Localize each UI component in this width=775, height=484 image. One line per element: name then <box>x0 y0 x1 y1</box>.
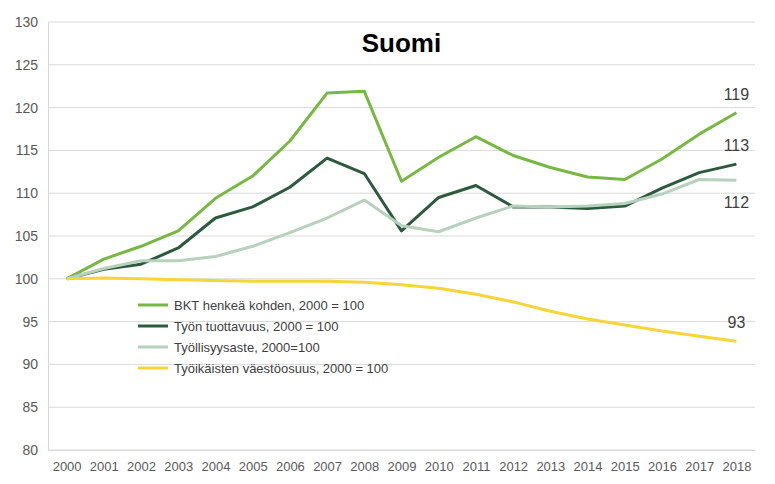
x-tick: 2010 <box>425 450 454 474</box>
x-tick-label: 2017 <box>685 459 714 474</box>
y-tick-label: 90 <box>22 356 38 372</box>
legend-swatch <box>138 325 168 328</box>
legend-item: Työllisyysaste, 2000=100 <box>138 340 320 355</box>
y-tick: 90 <box>22 356 48 372</box>
x-tick-label: 2011 <box>462 459 490 474</box>
grid-line <box>48 450 755 451</box>
y-tick: 95 <box>22 314 48 330</box>
x-tick: 2013 <box>536 450 565 474</box>
legend-label: Työikäisten väestöosuus, 2000 = 100 <box>174 361 388 376</box>
legend-swatch <box>138 367 168 370</box>
x-tick: 2015 <box>611 450 640 474</box>
x-tick: 2016 <box>648 450 677 474</box>
x-axis-line <box>49 450 756 451</box>
y-axis: 80 85 90 95 100 105 110 115 120 125 130 <box>15 14 49 458</box>
series-line <box>67 278 737 341</box>
y-tick-label: 105 <box>15 228 39 244</box>
series-line <box>67 158 737 279</box>
series-line <box>67 91 737 278</box>
x-tick-label: 2005 <box>239 459 268 474</box>
x-tick: 2011 <box>462 450 490 474</box>
y-tick: 105 <box>15 228 48 244</box>
legend-item: BKT henkeä kohden, 2000 = 100 <box>138 298 364 313</box>
y-tick: 100 <box>15 271 48 287</box>
legend-swatch <box>138 346 168 349</box>
x-tick-label: 2008 <box>350 459 379 474</box>
x-tick-label: 2012 <box>499 459 528 474</box>
lines <box>67 91 737 341</box>
legend: BKT henkeä kohden, 2000 = 100 Työn tuotta… <box>138 298 388 376</box>
y-tick-label: 130 <box>15 14 39 30</box>
grid-line <box>48 107 755 108</box>
grid-line <box>48 321 755 322</box>
x-axis: 2000 2001 2002 2003 2004 2005 2006 2007 2008 2009… <box>49 450 756 474</box>
x-tick: 2008 <box>350 450 379 474</box>
x-tick-label: 2003 <box>164 459 193 474</box>
y-tick-label: 120 <box>15 100 39 116</box>
y-tick-label: 125 <box>15 57 39 73</box>
legend-item: Työikäisten väestöosuus, 2000 = 100 <box>138 361 388 376</box>
chart: 8085909510010511011512012513020002001200… <box>0 0 775 484</box>
y-tick: 110 <box>16 185 48 201</box>
grid-line <box>48 22 755 23</box>
x-tick-label: 2013 <box>536 459 565 474</box>
x-tick: 2000 <box>53 450 82 474</box>
series-line <box>67 180 737 279</box>
y-tick-label: 115 <box>16 142 39 158</box>
annotation: 93 <box>727 314 745 331</box>
x-tick-label: 2000 <box>53 459 82 474</box>
chart-title: Suomi <box>362 28 441 58</box>
x-tick: 2018 <box>722 450 751 474</box>
annotation: 113 <box>724 137 750 154</box>
legend-label: Työllisyysaste, 2000=100 <box>174 340 320 355</box>
y-tick: 80 <box>22 442 48 458</box>
x-tick: 2009 <box>388 450 417 474</box>
x-tick: 2004 <box>201 450 230 474</box>
legend-label: BKT henkeä kohden, 2000 = 100 <box>174 298 364 313</box>
x-tick-label: 2002 <box>127 459 156 474</box>
y-tick: 125 <box>15 57 48 73</box>
x-tick: 2003 <box>164 450 193 474</box>
y-tick-label: 95 <box>22 314 38 330</box>
x-tick: 2012 <box>499 450 528 474</box>
x-tick-label: 2006 <box>276 459 305 474</box>
grid-line <box>48 364 755 365</box>
x-tick-label: 2010 <box>425 459 454 474</box>
x-tick-label: 2001 <box>90 459 119 474</box>
grid-line <box>48 236 755 237</box>
legend-swatch <box>138 304 168 307</box>
x-tick-label: 2007 <box>313 459 342 474</box>
x-tick-label: 2009 <box>388 459 417 474</box>
y-tick: 120 <box>15 100 48 116</box>
x-tick: 2014 <box>574 450 603 474</box>
y-axis-line <box>48 23 49 451</box>
legend-label: Työn tuottavuus, 2000 = 100 <box>174 319 338 334</box>
y-tick-label: 110 <box>16 185 39 201</box>
grid <box>48 22 755 450</box>
grid-line <box>48 407 755 408</box>
x-tick-label: 2018 <box>722 459 751 474</box>
annotation: 119 <box>724 86 750 103</box>
x-tick-label: 2014 <box>574 459 603 474</box>
x-tick: 2007 <box>313 450 342 474</box>
y-tick: 115 <box>16 142 48 158</box>
y-tick-label: 85 <box>22 399 38 415</box>
legend-item: Työn tuottavuus, 2000 = 100 <box>138 319 338 334</box>
x-tick-label: 2016 <box>648 459 677 474</box>
grid-line <box>48 150 755 151</box>
x-tick-label: 2015 <box>611 459 640 474</box>
grid-line <box>48 64 755 65</box>
y-tick-label: 80 <box>22 442 38 458</box>
y-tick: 85 <box>22 399 48 415</box>
y-tick: 130 <box>15 14 48 30</box>
y-tick-label: 100 <box>15 271 39 287</box>
x-tick-label: 2004 <box>201 459 230 474</box>
x-tick: 2017 <box>685 450 714 474</box>
plot: 8085909510010511011512012513020002001200… <box>15 14 756 474</box>
annotation: 112 <box>724 194 750 211</box>
x-tick: 2006 <box>276 450 305 474</box>
x-tick: 2001 <box>90 450 119 474</box>
x-tick: 2002 <box>127 450 156 474</box>
x-tick: 2005 <box>239 450 268 474</box>
